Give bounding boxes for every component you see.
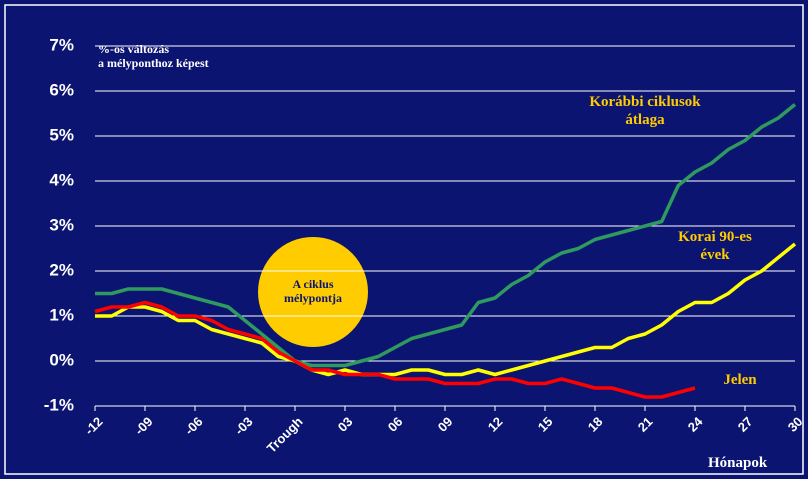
y-tick-label: 6% xyxy=(49,80,74,99)
y-tick-label: 4% xyxy=(49,170,74,189)
y-tick-label: -1% xyxy=(44,395,74,414)
legend-label: Korai 90-es évek xyxy=(678,229,752,263)
series-line xyxy=(95,242,797,377)
x-tick-label: -09 xyxy=(132,414,156,438)
subtitle: %-os változás a mélyponthoz képest xyxy=(98,42,209,71)
x-tick-label: -03 xyxy=(232,414,256,438)
x-tick-label: 12 xyxy=(485,414,506,435)
annotation: A ciklus mélypontja xyxy=(284,277,342,306)
x-tick-label: -12 xyxy=(82,414,106,438)
y-tick-label: 5% xyxy=(49,125,74,144)
annotation-circle xyxy=(258,237,368,347)
x-tick-label: 06 xyxy=(385,414,406,435)
y-tick-label: 3% xyxy=(49,215,74,234)
x-tick-label: Trough xyxy=(264,414,306,456)
y-tick-label: 0% xyxy=(49,350,74,369)
legend-label: Jelen xyxy=(723,372,757,388)
x-axis-label: Hónapok xyxy=(708,455,768,471)
y-tick-label: 1% xyxy=(49,305,74,324)
x-tick-label: -06 xyxy=(182,414,206,438)
x-tick-label: 15 xyxy=(535,414,556,435)
series-line xyxy=(94,300,696,399)
x-tick-label: 21 xyxy=(635,414,656,435)
x-tick-label: 18 xyxy=(585,414,606,435)
x-tick-label: 09 xyxy=(435,414,456,435)
frame-border xyxy=(4,4,804,475)
y-tick-label: 7% xyxy=(49,35,74,54)
x-tick-label: 24 xyxy=(685,413,706,434)
series-line xyxy=(95,103,797,368)
x-tick-label: 03 xyxy=(335,414,356,435)
x-tick-label: 27 xyxy=(735,414,756,435)
legend-label: Korábbi ciklusok átlaga xyxy=(589,94,701,128)
y-tick-label: 2% xyxy=(49,260,74,279)
